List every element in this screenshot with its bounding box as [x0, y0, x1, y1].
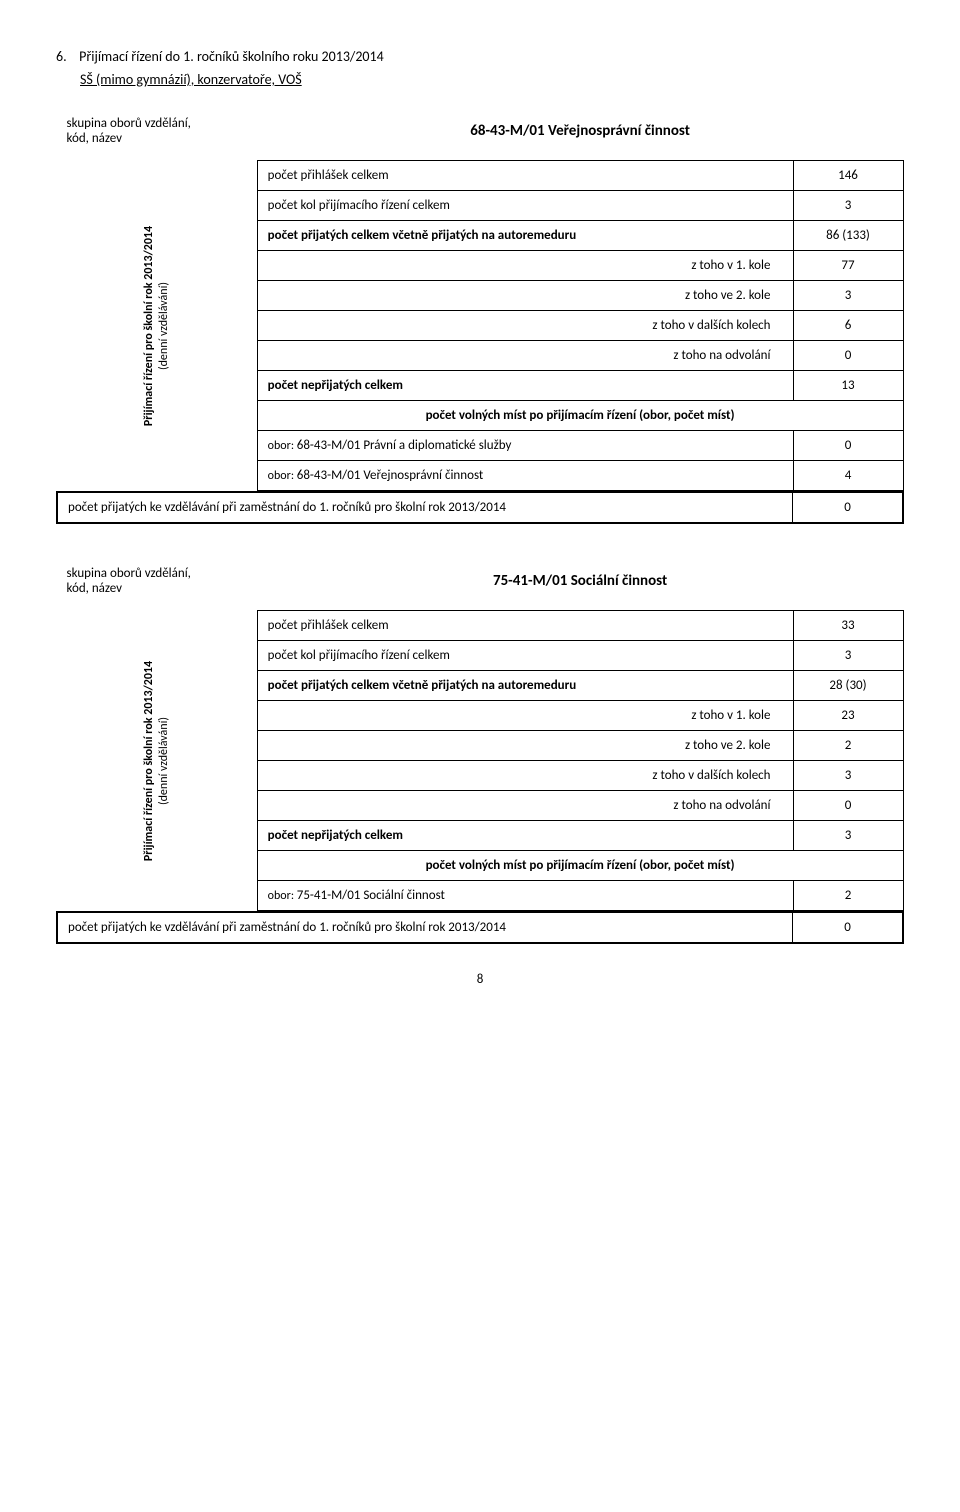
row-value: 33	[793, 611, 903, 641]
footer-label: počet přijatých ke vzdělávání při zaměst…	[58, 493, 793, 523]
footer-value: 0	[793, 913, 903, 943]
row-label: počet přijatých celkem včetně přijatých …	[257, 221, 793, 251]
row-label: počet přijatých celkem včetně přijatých …	[257, 671, 793, 701]
row-value: 2	[793, 881, 903, 911]
inner-table-cell: počet přihlášek celkem146počet kol přijí…	[257, 160, 904, 492]
row-label: z toho v dalších kolech	[257, 761, 793, 791]
page-number: 8	[56, 972, 904, 987]
row-label: obor: 68-43-M/01 Právní a diplomatické s…	[257, 431, 793, 461]
row-label: počet kol přijímacího řízení celkem	[257, 641, 793, 671]
section-number: 6.	[56, 48, 76, 65]
row-label: z toho v dalších kolech	[257, 311, 793, 341]
row-value: 3	[793, 191, 903, 221]
section-title: Přijímací řízení do 1. ročníků školního …	[79, 48, 384, 65]
footer-value: 0	[793, 493, 903, 523]
row-value: 86 (133)	[793, 221, 903, 251]
section-subtitle: SŠ (mimo gymnázií), konzervatoře, VOŠ	[80, 71, 904, 88]
program-title: 75-41-M/01 Sociální činnost	[257, 552, 904, 610]
row-label: z toho v 1. kole	[257, 701, 793, 731]
section-heading: 6. Přijímací řízení do 1. ročníků školní…	[56, 48, 904, 65]
row-value: 0	[793, 791, 903, 821]
row-label: z toho ve 2. kole	[257, 281, 793, 311]
row-value: 3	[793, 761, 903, 791]
row-label: obor: 75-41-M/01 Sociální činnost	[257, 881, 793, 911]
row-value: 23	[793, 701, 903, 731]
row-label: počet přihlášek celkem	[257, 161, 793, 191]
row-value: 3	[793, 281, 903, 311]
row-value: 0	[793, 431, 903, 461]
row-label: obor: 68-43-M/01 Veřejnosprávní činnost	[257, 461, 793, 491]
subheader-row: počet volných míst po přijímacím řízení …	[257, 851, 903, 881]
side-label-cell: Přijímací řízení pro školní rok 2013/201…	[57, 160, 257, 492]
row-value: 2	[793, 731, 903, 761]
row-label: počet nepřijatých celkem	[257, 821, 793, 851]
subheader-row: počet volných míst po přijímacím řízení …	[257, 401, 903, 431]
row-value: 13	[793, 371, 903, 401]
inner-table-cell: počet přihlášek celkem33počet kol přijím…	[257, 610, 904, 912]
group-label: skupina oborů vzdělání,kód, název	[57, 102, 257, 160]
program-title: 68-43-M/01 Veřejnosprávní činnost	[257, 102, 904, 160]
row-label: počet přihlášek celkem	[257, 611, 793, 641]
row-value: 77	[793, 251, 903, 281]
row-value: 6	[793, 311, 903, 341]
row-value: 0	[793, 341, 903, 371]
side-label-cell: Přijímací řízení pro školní rok 2013/201…	[57, 610, 257, 912]
row-label: z toho ve 2. kole	[257, 731, 793, 761]
row-value: 4	[793, 461, 903, 491]
row-value: 28 (30)	[793, 671, 903, 701]
row-label: z toho na odvolání	[257, 791, 793, 821]
group-label: skupina oborů vzdělání,kód, název	[57, 552, 257, 610]
admission-table: skupina oborů vzdělání,kód, název75-41-M…	[56, 552, 904, 944]
row-label: z toho v 1. kole	[257, 251, 793, 281]
row-label: počet nepřijatých celkem	[257, 371, 793, 401]
row-label: počet kol přijímacího řízení celkem	[257, 191, 793, 221]
row-label: z toho na odvolání	[257, 341, 793, 371]
admission-table: skupina oborů vzdělání,kód, název68-43-M…	[56, 102, 904, 524]
row-value: 3	[793, 821, 903, 851]
footer-label: počet přijatých ke vzdělávání při zaměst…	[58, 913, 793, 943]
row-value: 3	[793, 641, 903, 671]
row-value: 146	[793, 161, 903, 191]
